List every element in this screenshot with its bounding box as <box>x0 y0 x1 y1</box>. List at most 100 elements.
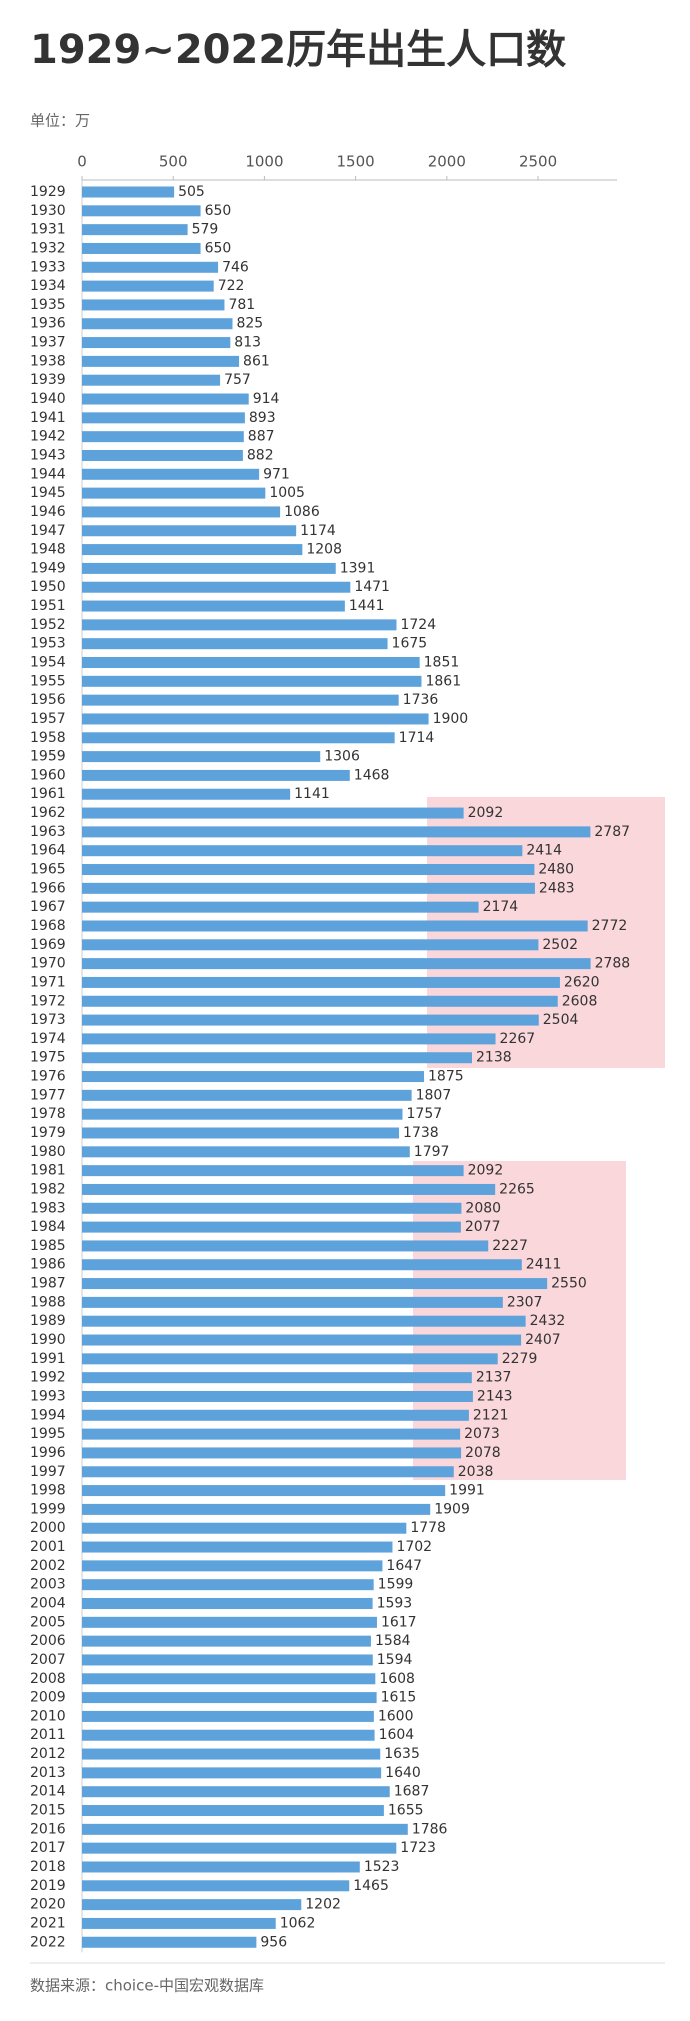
value-label: 1724 <box>400 617 436 633</box>
y-tick-label: 1939 <box>30 372 66 388</box>
bar <box>82 1146 410 1158</box>
value-label: 2620 <box>564 974 600 990</box>
y-tick-label: 1967 <box>30 899 66 915</box>
y-tick-label: 1986 <box>30 1257 66 1273</box>
y-tick-label: 1945 <box>30 485 66 501</box>
y-tick-label: 1977 <box>30 1087 66 1103</box>
y-tick-label: 1992 <box>30 1370 66 1386</box>
value-label: 2143 <box>477 1388 513 1404</box>
value-label: 1723 <box>400 1840 436 1856</box>
bar <box>82 1447 462 1459</box>
bar <box>82 600 345 612</box>
bar <box>82 619 397 631</box>
value-label: 1086 <box>284 504 320 520</box>
value-label: 650 <box>205 203 232 219</box>
bar <box>82 412 245 424</box>
bar <box>82 242 201 254</box>
y-tick-label: 2008 <box>30 1671 66 1687</box>
bar <box>82 732 395 744</box>
y-tick-label: 1991 <box>30 1351 66 1367</box>
value-label: 1991 <box>449 1483 485 1499</box>
bar <box>82 374 221 386</box>
y-tick-label: 1970 <box>30 956 66 972</box>
bar <box>82 845 523 857</box>
value-label: 1617 <box>381 1614 417 1630</box>
value-label: 1861 <box>425 673 461 689</box>
bar <box>82 1315 526 1327</box>
value-label: 1604 <box>379 1727 415 1743</box>
y-tick-label: 2019 <box>30 1878 66 1894</box>
y-tick-label: 1976 <box>30 1069 66 1085</box>
bar <box>82 1710 374 1722</box>
value-label: 1875 <box>428 1069 464 1085</box>
bar <box>82 544 303 556</box>
bar <box>82 1917 276 1929</box>
y-tick-label: 1949 <box>30 560 66 576</box>
y-tick-label: 1931 <box>30 222 66 238</box>
y-tick-label: 1935 <box>30 297 66 313</box>
value-label: 2121 <box>473 1407 509 1423</box>
y-tick-label: 1934 <box>30 278 66 294</box>
y-tick-label: 1981 <box>30 1163 66 1179</box>
y-tick-label: 1968 <box>30 918 66 934</box>
y-tick-label: 2013 <box>30 1765 66 1781</box>
y-tick-label: 1982 <box>30 1181 66 1197</box>
value-label: 1647 <box>386 1558 422 1574</box>
bar <box>82 995 558 1007</box>
bar <box>82 1598 373 1609</box>
value-label: 1593 <box>377 1596 413 1612</box>
value-label: 2608 <box>562 993 598 1009</box>
value-label: 2092 <box>468 805 504 821</box>
value-label: 971 <box>263 466 290 482</box>
bar <box>82 224 188 236</box>
y-tick-label: 1974 <box>30 1031 66 1047</box>
value-label: 1608 <box>379 1671 415 1687</box>
bar <box>82 1899 302 1911</box>
value-label: 746 <box>222 259 249 275</box>
bar <box>82 355 240 367</box>
value-label: 2073 <box>464 1426 500 1442</box>
y-tick-label: 2020 <box>30 1897 66 1913</box>
bar <box>82 788 291 800</box>
y-tick-label: 1993 <box>30 1388 66 1404</box>
value-label: 1675 <box>392 636 428 652</box>
y-tick-label: 1950 <box>30 579 66 595</box>
y-tick-label: 2007 <box>30 1652 66 1668</box>
y-tick-label: 2017 <box>30 1840 66 1856</box>
y-tick-label: 1937 <box>30 335 66 351</box>
y-tick-label: 2015 <box>30 1803 66 1819</box>
y-tick-label: 2002 <box>30 1558 66 1574</box>
bar <box>82 882 535 894</box>
value-label: 1141 <box>294 786 330 802</box>
y-tick-label: 1929 <box>30 184 66 200</box>
value-label: 1797 <box>414 1144 450 1160</box>
value-label: 2138 <box>476 1050 512 1066</box>
bar <box>82 1485 446 1497</box>
y-tick-label: 1979 <box>30 1125 66 1141</box>
bar <box>82 751 321 763</box>
value-label: 2432 <box>530 1313 566 1329</box>
y-tick-label: 1933 <box>30 259 66 275</box>
chart-title: 1929~2022历年出生人口数 <box>30 27 566 73</box>
bar <box>82 1428 461 1440</box>
bar <box>82 1729 375 1741</box>
y-tick-label: 1948 <box>30 542 66 558</box>
y-tick-label: 1966 <box>30 880 66 896</box>
bar <box>82 713 429 725</box>
bar <box>82 1786 390 1798</box>
value-label: 1208 <box>306 542 342 558</box>
value-label: 914 <box>253 391 280 407</box>
x-tick-label: 1000 <box>245 153 283 171</box>
y-tick-label: 1959 <box>30 749 66 765</box>
bar <box>82 864 535 876</box>
value-label: 1909 <box>434 1501 470 1517</box>
y-tick-label: 1956 <box>30 692 66 708</box>
y-tick-label: 1930 <box>30 203 66 219</box>
bar <box>82 186 175 198</box>
value-label: 1738 <box>403 1125 439 1141</box>
bar <box>82 675 422 687</box>
y-tick-label: 2012 <box>30 1746 66 1762</box>
y-tick-label: 1988 <box>30 1294 66 1310</box>
y-tick-label: 1972 <box>30 993 66 1009</box>
